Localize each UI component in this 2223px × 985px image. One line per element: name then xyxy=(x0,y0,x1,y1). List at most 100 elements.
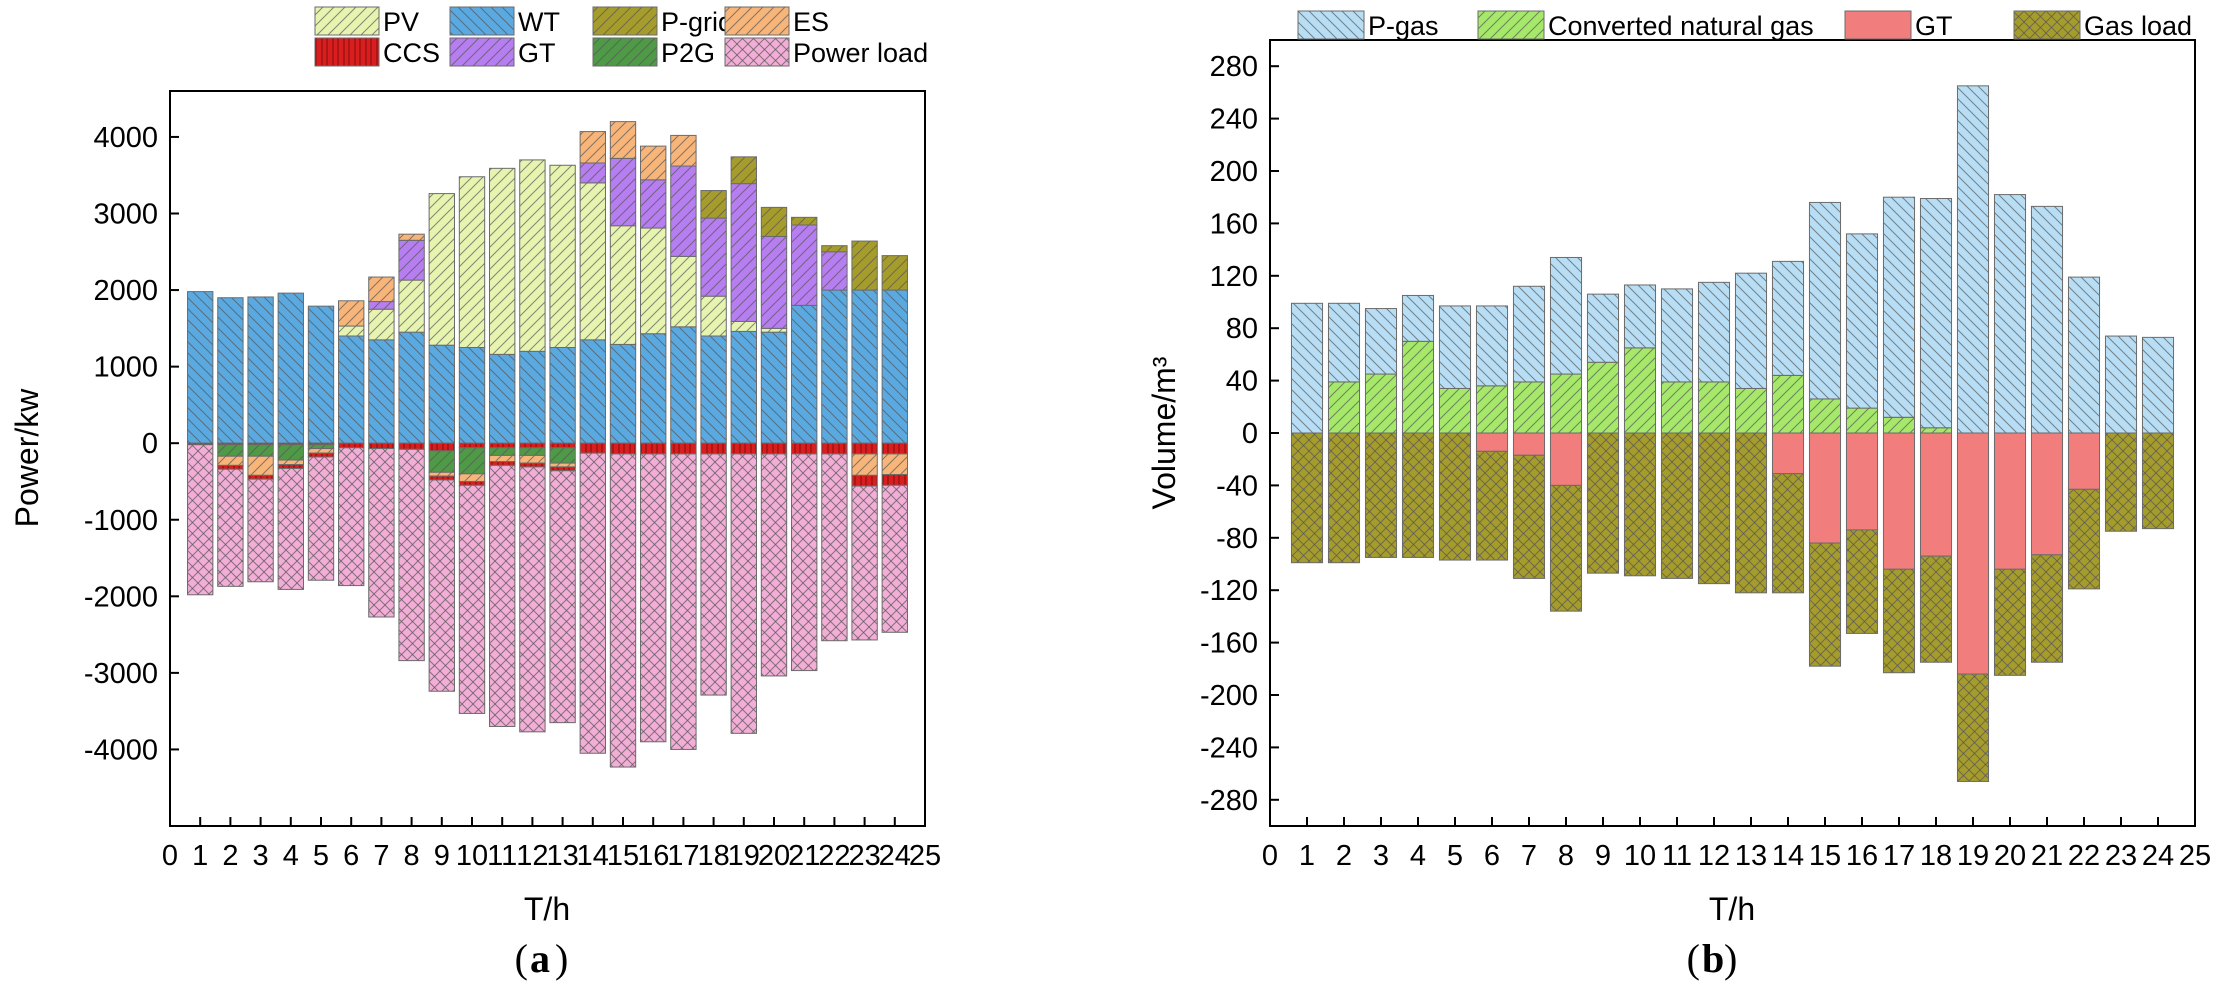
chart-b-legend-label-gas-load: Gas load xyxy=(2084,11,2192,41)
chart-b-bar-gt-t19 xyxy=(1956,432,1990,675)
chart-a-legend-label-gt: GT xyxy=(518,38,556,68)
chart-b-x-tick-label: 12 xyxy=(1698,840,1730,872)
chart-b-x-tick-label: 13 xyxy=(1735,840,1767,872)
chart-a-y-tick-label: 2000 xyxy=(93,275,158,307)
chart-a-bar-wt-t23 xyxy=(851,289,878,444)
chart-a-bar-gt-t14 xyxy=(579,162,606,184)
chart-b-x-tick-label: 16 xyxy=(1846,840,1878,872)
chart-b-x-tick-label: 3 xyxy=(1373,840,1389,872)
chart-a-bar-ccs-t19 xyxy=(730,442,757,455)
chart-a-bar-gt-t19 xyxy=(730,183,757,322)
chart-b-bar-gas-load-t15 xyxy=(1808,542,1842,667)
chart-a-bar-wt-t8 xyxy=(398,331,425,444)
chart-a-y-tick-label: 3000 xyxy=(93,199,158,231)
chart-b-bar-gas-load-t20 xyxy=(1993,568,2027,676)
chart-b-bar-gas-load-t19 xyxy=(1956,673,1990,782)
chart-b-bar-gt-t22 xyxy=(2067,432,2101,490)
chart-a-bar-es-t16 xyxy=(640,145,667,181)
chart-a-x-tick-label: 16 xyxy=(637,840,669,872)
chart-a-bar-ccs-t24 xyxy=(881,442,908,455)
chart-b-bar-converted-natural-gas-t6 xyxy=(1475,385,1509,434)
chart-a-x-tick-label: 9 xyxy=(434,840,450,872)
chart-b-bar-converted-natural-gas-t16 xyxy=(1845,407,1879,434)
chart-b-x-tick-label: 14 xyxy=(1772,840,1804,872)
chart-a-bar-es-t10 xyxy=(458,473,486,482)
chart-a-bar-gt-t20 xyxy=(760,235,788,329)
chart-b-bar-gas-load-t9 xyxy=(1586,432,1620,574)
chart-a-bar-wt-t19 xyxy=(730,330,757,444)
chart-b-bar-gas-load-t22 xyxy=(2067,488,2101,590)
chart-a-bar-p-grid-t23 xyxy=(851,240,878,291)
chart-b-x-tick-label: 15 xyxy=(1809,840,1841,872)
chart-a-bar-wt-t18 xyxy=(700,335,727,444)
chart-a-x-tick-label: 17 xyxy=(667,840,699,872)
chart-a-bar-pv-t6 xyxy=(338,325,365,337)
chart-a-bar-es-t23 xyxy=(851,453,878,476)
chart-a-x-tick-label: 6 xyxy=(343,840,359,872)
chart-b-x-tick-label: 20 xyxy=(1994,840,2026,872)
chart-a-x-tick-label: 12 xyxy=(516,840,548,872)
chart-b-bar-gas-load-t4 xyxy=(1401,432,1435,558)
chart-b-y-tick-label: -280 xyxy=(1200,785,1258,817)
chart-a-bar-power-load-t24 xyxy=(881,484,908,633)
chart-a-bar-p2g-t5 xyxy=(307,444,335,450)
chart-a-bar-wt-t9 xyxy=(428,344,455,444)
chart-a-bar-ccs-t11 xyxy=(489,442,516,449)
chart-b-x-tick-label: 6 xyxy=(1484,840,1500,872)
chart-a-bar-es-t7 xyxy=(368,276,395,303)
chart-a-bar-es-t17 xyxy=(670,134,697,167)
chart-a-bar-p-grid-t18 xyxy=(700,190,727,219)
chart-a-y-tick-label: 0 xyxy=(142,428,158,460)
chart-b-bar-converted-natural-gas-t10 xyxy=(1623,347,1657,434)
chart-b-legend-swatch-converted-natural-gas xyxy=(1477,10,1545,40)
chart-a-x-tick-label: 11 xyxy=(487,840,517,872)
chart-b-x-tick-label: 2 xyxy=(1336,840,1352,872)
chart-b-bar-p-gas-t8 xyxy=(1549,256,1583,375)
chart-b-bar-converted-natural-gas-t17 xyxy=(1882,416,1916,434)
chart-a-bar-power-load-t22 xyxy=(821,453,848,642)
chart-b-bar-gt-t14 xyxy=(1771,432,1805,475)
chart-a-legend-swatch-p2g xyxy=(592,37,658,67)
chart-a-bar-power-load-t20 xyxy=(760,453,788,677)
chart-a-bar-ccs-t9 xyxy=(428,442,455,452)
chart-b-x-tick-label: 24 xyxy=(2142,840,2174,872)
chart-b-x-tick-label: 10 xyxy=(1624,840,1656,872)
panel-b-label-close: ) xyxy=(1724,936,1737,981)
chart-b-x-tick-label: 17 xyxy=(1883,840,1915,872)
chart-a-bar-power-load-t5 xyxy=(307,456,335,581)
chart-b-bar-gas-load-t6 xyxy=(1475,450,1509,561)
chart-b-bar-converted-natural-gas-t5 xyxy=(1438,387,1472,434)
chart-b-bar-converted-natural-gas-t9 xyxy=(1586,361,1620,434)
chart-a-bar-power-load-t17 xyxy=(670,453,697,750)
chart-a-bar-power-load-t21 xyxy=(791,453,818,672)
chart-a-bar-power-load-t15 xyxy=(609,453,637,768)
chart-b-bar-p-gas-t13 xyxy=(1734,272,1768,389)
chart-b-bar-gas-load-t18 xyxy=(1919,555,1953,663)
chart-b-legend-label-gt: GT xyxy=(1915,11,1953,41)
chart-b-legend-swatch-gas-load xyxy=(2013,10,2081,40)
chart-a-bar-gt-t7 xyxy=(368,301,395,310)
chart-b-bar-converted-natural-gas-t13 xyxy=(1734,387,1768,434)
chart-b-bar-gas-load-t10 xyxy=(1623,432,1657,577)
chart-a-bar-wt-t22 xyxy=(821,289,848,444)
chart-b-bar-gas-load-t5 xyxy=(1438,432,1472,561)
chart-a-y-tick-label: -2000 xyxy=(84,581,158,613)
chart-a-x-tick-label: 5 xyxy=(313,840,329,872)
chart-a-bar-p2g-t13 xyxy=(549,447,576,464)
chart-b-bar-converted-natural-gas-t14 xyxy=(1771,374,1805,434)
chart-a-legend-swatch-pv xyxy=(314,6,380,36)
chart-a-bar-es-t13 xyxy=(549,462,576,468)
chart-b-legend-swatch-p-gas xyxy=(1297,10,1365,40)
chart-a-bar-ccs-t5 xyxy=(307,452,335,458)
chart-a-bar-wt-t2 xyxy=(217,297,244,444)
chart-a-bar-ccs-t23 xyxy=(851,474,878,487)
chart-a-x-tick-label: 2 xyxy=(222,840,238,872)
chart-b-x-tick-label: 21 xyxy=(2031,840,2063,872)
chart-b-bar-gas-load-t7 xyxy=(1512,454,1546,579)
chart-a-legend-swatch-power-load xyxy=(724,37,790,67)
chart-b-bar-gas-load-t12 xyxy=(1697,432,1731,585)
chart-b-bar-p-gas-t7 xyxy=(1512,285,1546,383)
chart-a-bar-pv-t18 xyxy=(700,295,727,337)
chart-a-bar-power-load-t18 xyxy=(700,453,727,696)
chart-b-bar-converted-natural-gas-t3 xyxy=(1364,373,1398,434)
